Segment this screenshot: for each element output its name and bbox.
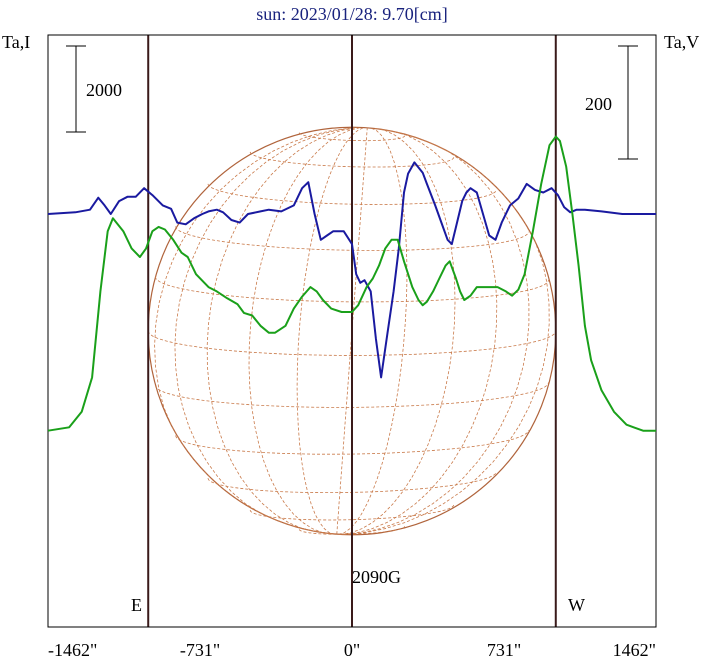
plot-frame: [47, 34, 657, 628]
disk-longitude-line: [341, 128, 498, 535]
disk-longitude-line: [296, 127, 364, 535]
disk-latitude-line: [249, 151, 455, 168]
x-tick-label: 0": [344, 640, 360, 660]
east-label: E: [131, 595, 142, 615]
scale-bar-left-label: 2000: [86, 80, 122, 100]
x-tick-label: -731": [180, 640, 220, 660]
right-axis-label: Ta,V: [664, 32, 699, 52]
vertical-markers: [147, 35, 557, 627]
disk-longitude-line: [343, 128, 550, 535]
disk-longitude-line: [338, 127, 408, 535]
x-tick-label: 1462": [613, 640, 656, 660]
x-tick-label: 731": [487, 640, 521, 660]
chart-title: sun: 2023/01/28: 9.70[cm]: [256, 4, 448, 24]
disk-longitude-line: [342, 128, 530, 535]
left-axis-label: Ta,I: [2, 32, 30, 52]
disk-longitude-line: [206, 127, 358, 535]
series-lines: [47, 135, 656, 432]
scale-bar-right-label: 200: [585, 94, 612, 114]
disk-latitude-line: [298, 526, 406, 535]
west-label: W: [568, 595, 585, 615]
disk-latitude-line: [147, 330, 557, 356]
disk-latitude-line: [249, 504, 455, 521]
series-line-polarization: [47, 135, 656, 432]
x-tick-label: -1462": [48, 640, 97, 660]
scale-bar-left: [66, 45, 86, 133]
disk-longitude-line: [248, 127, 361, 535]
disk-longitude-line: [174, 127, 355, 535]
field-annotation: 2090G: [352, 567, 401, 587]
disk-longitude-line: [340, 128, 456, 535]
disk-longitude-line: [154, 127, 354, 534]
x-axis-ticks: -1462" -731" 0" 731" 1462": [48, 640, 656, 660]
scale-bar-right: [618, 45, 638, 160]
disk-latitude-line: [175, 430, 529, 455]
